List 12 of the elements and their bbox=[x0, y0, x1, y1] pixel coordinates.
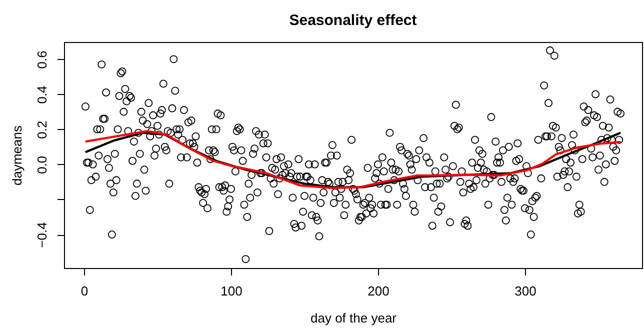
y-tick-label: −0.4 bbox=[34, 222, 50, 248]
x-tick-label: 100 bbox=[220, 284, 242, 298]
x-tick-label: 300 bbox=[514, 284, 536, 298]
y-tick-label: 0.4 bbox=[34, 86, 50, 104]
chart-title: Seasonality effect bbox=[289, 12, 417, 29]
y-tick-label: 0.2 bbox=[34, 120, 50, 139]
y-axis-title: daymeans bbox=[10, 125, 24, 186]
x-tick-label: 0 bbox=[80, 284, 88, 298]
y-tick-label: 0.6 bbox=[34, 50, 50, 69]
x-tick-label: 200 bbox=[368, 284, 390, 298]
x-axis-title: day of the year bbox=[310, 310, 398, 326]
y-tick-label: 0.0 bbox=[34, 156, 50, 174]
